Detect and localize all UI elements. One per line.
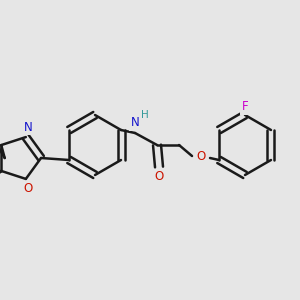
- Text: O: O: [154, 170, 164, 184]
- Text: H: H: [141, 110, 149, 120]
- Text: O: O: [23, 182, 32, 195]
- Text: F: F: [242, 100, 248, 113]
- Text: N: N: [23, 121, 32, 134]
- Text: O: O: [196, 151, 206, 164]
- Text: N: N: [130, 116, 140, 130]
